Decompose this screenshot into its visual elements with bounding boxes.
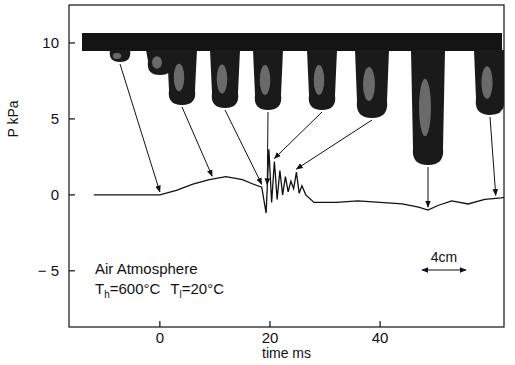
droplet-photo [167,50,197,105]
droplet-highlight [363,67,375,101]
droplet-highlight [217,65,228,94]
y-tick [69,194,75,195]
x-axis-title: time ms [262,345,311,361]
annotation: Th=600°CTl=20°C [95,280,224,300]
plot-area [82,33,504,213]
droplet-highlight [113,53,121,59]
plot-frame [69,5,504,327]
frame-arrow [428,167,429,207]
x-tick [380,321,381,327]
x-tick [269,321,270,327]
annotation-part: T [170,280,179,297]
y-tick-label: 0 [51,186,59,203]
scale-bar [422,270,466,271]
annotation-part: =20°C [182,280,224,297]
y-axis-title: P kPa [5,100,21,137]
frame-arrow [120,64,160,192]
droplet-highlight [174,64,185,92]
droplet-highlight [419,79,431,137]
y-tick [69,42,75,43]
droplet-highlight [152,56,162,69]
frame-arrow [182,107,212,176]
frame-arrow [225,110,262,184]
annotation-part: =600°C [110,280,161,297]
x-tick [159,321,160,327]
droplet-highlight [481,66,492,99]
x-tick-label: 0 [156,329,164,346]
frame-arrow [490,117,496,195]
y-tick-label: 5 [51,110,59,127]
y-tick [69,118,75,119]
scale-bar-label: 4cm [431,249,457,265]
droplet-photo [474,50,504,115]
frame-arrow [296,120,372,169]
y-tick [69,270,75,271]
frame-arrow [274,112,322,158]
photo-strip [82,33,502,51]
annotation: Air Atmosphere [95,260,198,277]
x-tick-label: 40 [372,329,389,346]
pressure-trace [94,149,504,213]
droplet-highlight [314,65,325,95]
annotation-part: T [95,280,104,297]
x-tick-label: 20 [262,329,279,346]
frame-arrow [267,112,269,185]
droplet-photo [253,50,283,110]
droplet-photo [411,50,445,165]
droplet-highlight [260,65,271,95]
y-tick-label: − 5 [38,262,59,279]
droplet-photo [355,50,389,118]
droplet-photo [108,50,132,62]
y-tick-label: 10 [42,34,59,51]
chart: 1050− 502040time msP kPaAir AtmosphereTh… [0,0,515,365]
droplet-photo [307,50,337,110]
droplet-photo [210,50,240,108]
